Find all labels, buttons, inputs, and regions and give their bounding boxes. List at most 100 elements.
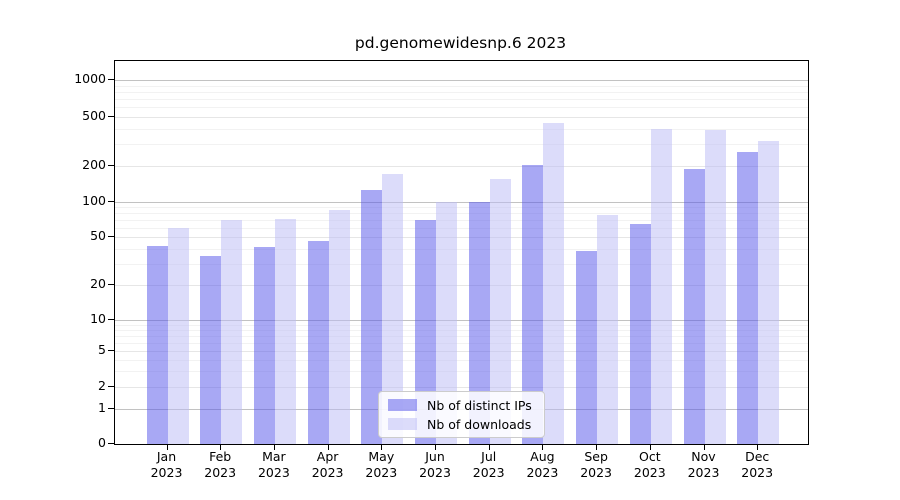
bar-apr-downloads (328, 210, 350, 444)
gridline-minor (115, 248, 808, 250)
x-tick-year: 2023 (741, 465, 774, 480)
y-tick-mark (108, 236, 114, 237)
bar-jul-downloads (489, 179, 511, 444)
bar-dec-downloads (758, 140, 780, 444)
gridline (115, 387, 808, 388)
legend: Nb of distinct IPs Nb of downloads (378, 391, 545, 438)
gridline-minor (115, 85, 808, 87)
gridline-minor (115, 342, 808, 344)
x-tick-year: 2023 (687, 465, 720, 480)
x-tick-month: Oct (638, 449, 661, 464)
gridline-minor (115, 335, 808, 337)
bar-oct-downloads (650, 128, 672, 444)
x-tick-label: Apr 2023 (300, 449, 356, 481)
bar-jun-downloads (436, 202, 457, 444)
y-tick-label: 20 (90, 276, 106, 291)
gridline (115, 351, 808, 352)
x-tick-year: 2023 (257, 465, 290, 480)
x-tick-month: Jul (481, 449, 497, 464)
x-tick-mark (488, 444, 490, 450)
y-tick-label: 10 (90, 311, 106, 326)
x-tick-year: 2023 (204, 465, 237, 480)
x-tick-label: Feb 2023 (192, 449, 248, 481)
x-tick-mark (757, 444, 759, 450)
bar-apr-distinct-ips (307, 241, 329, 444)
legend-swatch-downloads (388, 418, 417, 430)
y-tick-mark (108, 386, 114, 387)
x-tick-label: Dec 2023 (729, 449, 785, 481)
x-tick-mark (220, 444, 222, 450)
x-tick-month: Nov (691, 449, 716, 464)
x-tick-label: Oct 2023 (622, 449, 678, 481)
gridline (115, 202, 808, 203)
bar-nov-downloads (704, 130, 726, 444)
x-tick-mark (381, 444, 383, 450)
x-tick-mark (649, 444, 651, 450)
x-tick-year: 2023 (311, 465, 344, 480)
y-tick-mark (108, 79, 114, 80)
gridline (115, 117, 808, 118)
y-tick-label: 1000 (74, 71, 106, 86)
bar-sep-distinct-ips (576, 251, 598, 444)
x-tick-mark (166, 444, 168, 450)
x-tick-month: Mar (262, 449, 286, 464)
gridline (115, 80, 808, 81)
y-tick-mark (108, 350, 114, 351)
gridline-minor (115, 99, 808, 101)
x-tick-year: 2023 (526, 465, 559, 480)
gridline-minor (115, 213, 808, 215)
gridline (115, 166, 808, 167)
x-tick-month: May (368, 449, 395, 464)
bar-nov-distinct-ips (683, 168, 705, 444)
x-tick-month: Jan (156, 449, 177, 464)
y-tick-mark (108, 319, 114, 320)
x-tick-label: Mar 2023 (246, 449, 302, 481)
bar-jan-distinct-ips (146, 246, 168, 444)
gridline-minor (115, 371, 808, 373)
x-tick-label: Jul 2023 (461, 449, 517, 481)
x-tick-month: Aug (530, 449, 555, 464)
bar-aug-distinct-ips (522, 164, 544, 444)
legend-label: Nb of downloads (427, 416, 532, 432)
gridline-minor (115, 144, 808, 146)
y-tick-label: 1 (98, 400, 106, 415)
bar-may-distinct-ips (361, 189, 383, 444)
x-tick-mark (703, 444, 705, 450)
legend-item-distinct-ips: Nb of distinct IPs (388, 397, 532, 413)
x-tick-year: 2023 (419, 465, 451, 480)
bar-jun-distinct-ips (415, 220, 436, 444)
gridline-minor (115, 128, 808, 130)
plot-area (114, 60, 809, 445)
bar-aug-downloads (543, 122, 565, 444)
y-tick-mark (108, 116, 114, 117)
x-tick-mark (596, 444, 598, 450)
gridline-minor (115, 263, 808, 265)
x-tick-label: May 2023 (353, 449, 409, 481)
y-tick-mark (108, 408, 114, 409)
x-tick-year: 2023 (633, 465, 666, 480)
gridline-minor (115, 227, 808, 229)
y-tick-label: 2 (98, 378, 106, 393)
y-tick-label: 5 (98, 342, 106, 357)
bar-may-downloads (382, 173, 404, 444)
bar-oct-distinct-ips (629, 223, 651, 444)
x-tick-month: Dec (745, 449, 770, 464)
x-tick-label: Jun 2023 (407, 449, 463, 481)
x-tick-mark (327, 444, 329, 450)
x-tick-year: 2023 (365, 465, 398, 480)
legend-item-downloads: Nb of downloads (388, 416, 532, 432)
x-tick-mark (542, 444, 544, 450)
x-tick-mark (435, 444, 436, 450)
x-tick-label: Jan 2023 (139, 449, 195, 481)
gridline (115, 320, 808, 321)
x-tick-label: Sep 2023 (568, 449, 624, 481)
x-tick-month: Apr (316, 449, 339, 464)
gridline-minor (115, 324, 808, 326)
gridline (115, 285, 808, 286)
bar-mar-downloads (274, 218, 296, 444)
y-tick-mark (108, 443, 114, 444)
y-tick-label: 0 (98, 435, 106, 450)
bar-feb-downloads (221, 220, 243, 444)
y-tick-label: 50 (90, 228, 106, 243)
